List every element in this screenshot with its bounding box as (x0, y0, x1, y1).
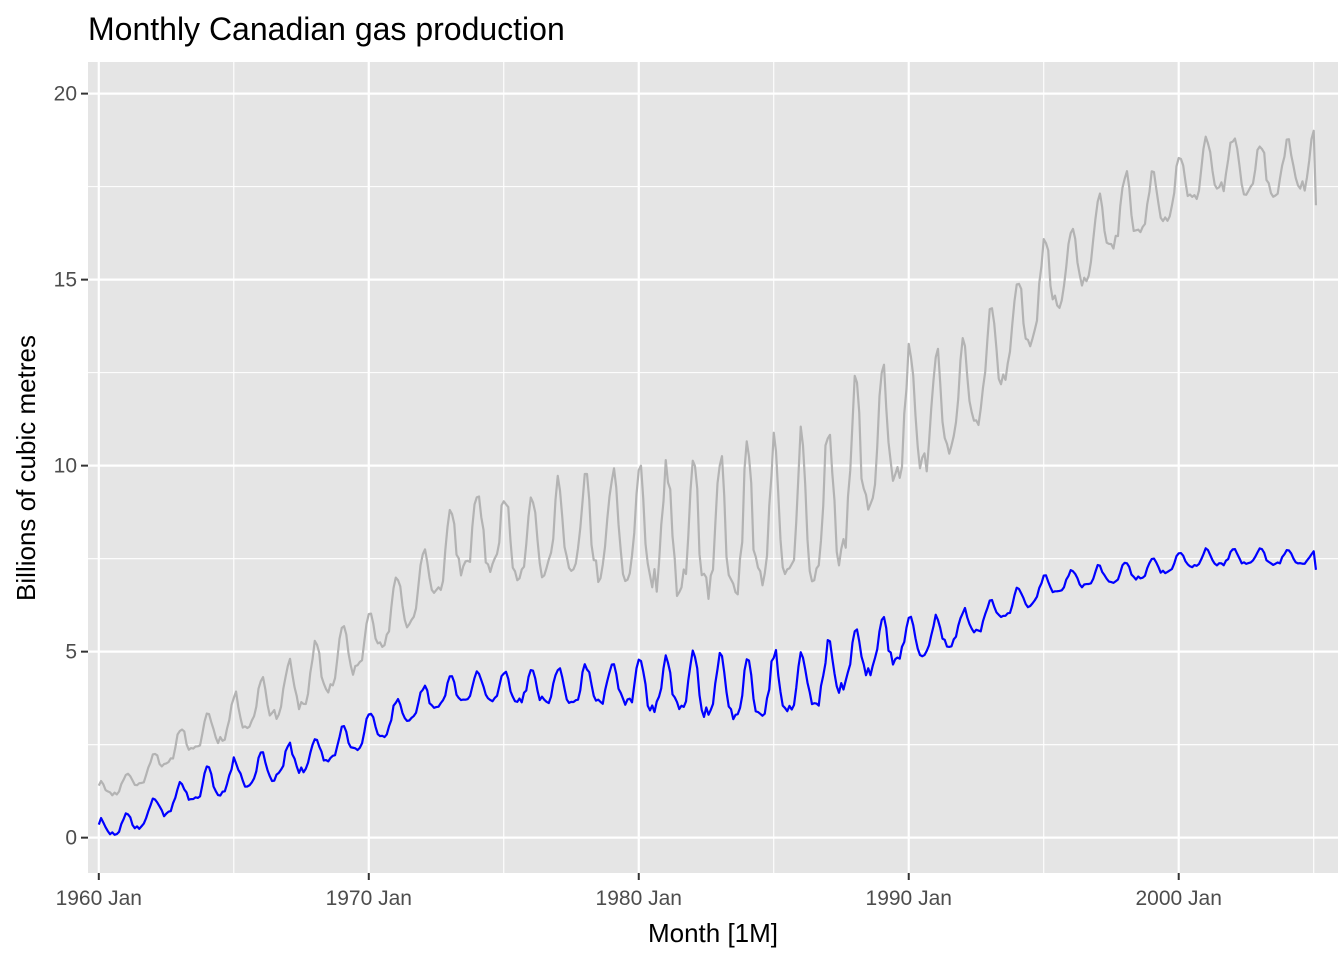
x-tick-label: 1960 Jan (56, 887, 142, 910)
x-tick-label: 2000 Jan (1136, 887, 1222, 910)
x-axis: 1960 Jan 1970 Jan 1980 Jan 1990 Jan 2000 Jan (56, 873, 1222, 910)
chart-title: Monthly Canadian gas production (88, 11, 565, 47)
y-tick-label: 0 (65, 827, 77, 850)
y-tick-label: 10 (54, 455, 77, 478)
series-layer (97, 129, 1318, 836)
series-line-2 (97, 547, 1318, 836)
grid-major (88, 62, 1338, 873)
y-tick-label: 20 (54, 83, 77, 106)
y-tick-label: 5 (65, 641, 77, 664)
x-tick-label: 1980 Jan (596, 887, 682, 910)
y-axis-title: Billions of cubic metres (11, 335, 41, 601)
y-axis: 0 5 10 15 20 (54, 83, 88, 850)
y-tick-label: 15 (54, 269, 77, 292)
grid-minor (88, 62, 1338, 873)
x-tick-label: 1990 Jan (866, 887, 952, 910)
series-line-1 (97, 129, 1318, 797)
x-axis-title: Month [1M] (648, 918, 778, 948)
x-tick-label: 1970 Jan (326, 887, 412, 910)
